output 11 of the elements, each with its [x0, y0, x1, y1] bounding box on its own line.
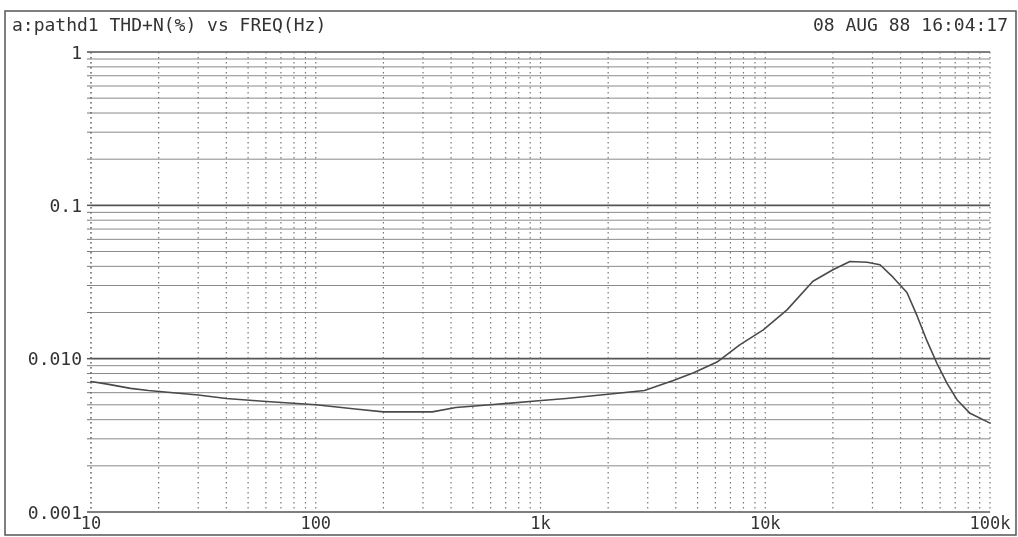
- chart-title: a:pathd1 THD+N(%) vs FREQ(Hz): [12, 14, 327, 35]
- y-tick-label: 0.001: [27, 501, 82, 523]
- x-tick-label: 10k: [749, 513, 781, 533]
- x-tick-label: 100k: [969, 513, 1011, 533]
- y-tick-label: 1: [71, 41, 82, 63]
- y-tick-label: 0.1: [49, 194, 82, 216]
- x-tick-label: 10: [80, 513, 102, 533]
- x-tick-label: 100: [300, 513, 332, 533]
- y-tick-label: 0.010: [27, 348, 82, 370]
- chart-subtitle: 08 AUG 88 16:04:17: [812, 14, 1008, 35]
- x-tick-label: 1k: [530, 513, 551, 533]
